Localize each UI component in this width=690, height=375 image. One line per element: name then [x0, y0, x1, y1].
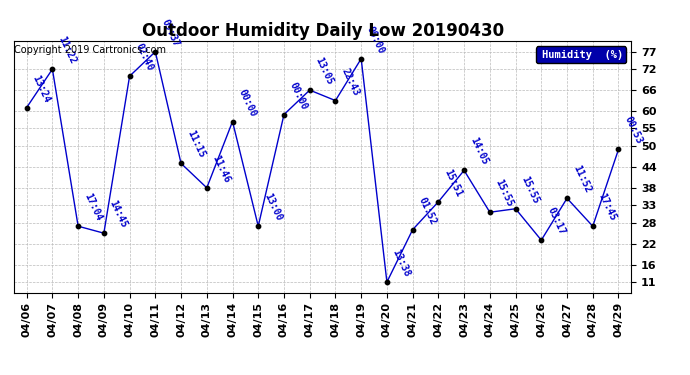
Point: [459, 167, 470, 173]
Title: Outdoor Humidity Daily Low 20190430: Outdoor Humidity Daily Low 20190430: [141, 22, 504, 40]
Text: Copyright 2019 Cartronics.com: Copyright 2019 Cartronics.com: [14, 45, 166, 55]
Text: 15:51: 15:51: [442, 167, 464, 198]
Point: [227, 118, 238, 124]
Text: 01:52: 01:52: [417, 195, 438, 226]
Point: [72, 223, 83, 229]
Text: 14:45: 14:45: [108, 199, 129, 230]
Point: [253, 223, 264, 229]
Point: [175, 160, 186, 166]
Text: 11:15: 11:15: [185, 129, 206, 160]
Point: [355, 56, 366, 62]
Text: 15:55: 15:55: [493, 178, 515, 209]
Text: 17:04: 17:04: [82, 192, 104, 223]
Text: 09:37: 09:37: [159, 17, 181, 48]
Point: [279, 111, 290, 117]
Point: [99, 230, 110, 236]
Point: [124, 73, 135, 79]
Text: 13:05: 13:05: [313, 56, 335, 87]
Point: [330, 98, 341, 104]
Point: [535, 237, 546, 243]
Text: 13:24: 13:24: [30, 73, 52, 104]
Text: 00:00: 00:00: [237, 87, 258, 118]
Text: 15:55: 15:55: [520, 174, 541, 205]
Text: 17:45: 17:45: [597, 192, 618, 223]
Text: 00:00: 00:00: [288, 80, 309, 111]
Text: 00:00: 00:00: [365, 24, 386, 55]
Text: 00:53: 00:53: [622, 115, 644, 146]
Point: [201, 185, 213, 191]
Text: 11:46: 11:46: [210, 153, 232, 184]
Point: [484, 209, 495, 215]
Point: [150, 49, 161, 55]
Text: 11:52: 11:52: [571, 164, 592, 195]
Text: 13:38: 13:38: [391, 248, 412, 279]
Text: 11:22: 11:22: [57, 35, 78, 66]
Text: 03:17: 03:17: [545, 206, 566, 237]
Point: [407, 226, 418, 232]
Text: 14:05: 14:05: [468, 136, 489, 167]
Point: [47, 66, 58, 72]
Point: [562, 195, 573, 201]
Point: [382, 279, 393, 285]
Text: 02:40: 02:40: [133, 42, 155, 73]
Legend: Humidity  (%): Humidity (%): [535, 46, 626, 63]
Text: 13:00: 13:00: [262, 192, 284, 223]
Text: 22:43: 22:43: [339, 66, 361, 97]
Point: [21, 105, 32, 111]
Point: [587, 223, 598, 229]
Point: [433, 199, 444, 205]
Point: [613, 146, 624, 152]
Point: [510, 206, 521, 212]
Point: [304, 87, 315, 93]
